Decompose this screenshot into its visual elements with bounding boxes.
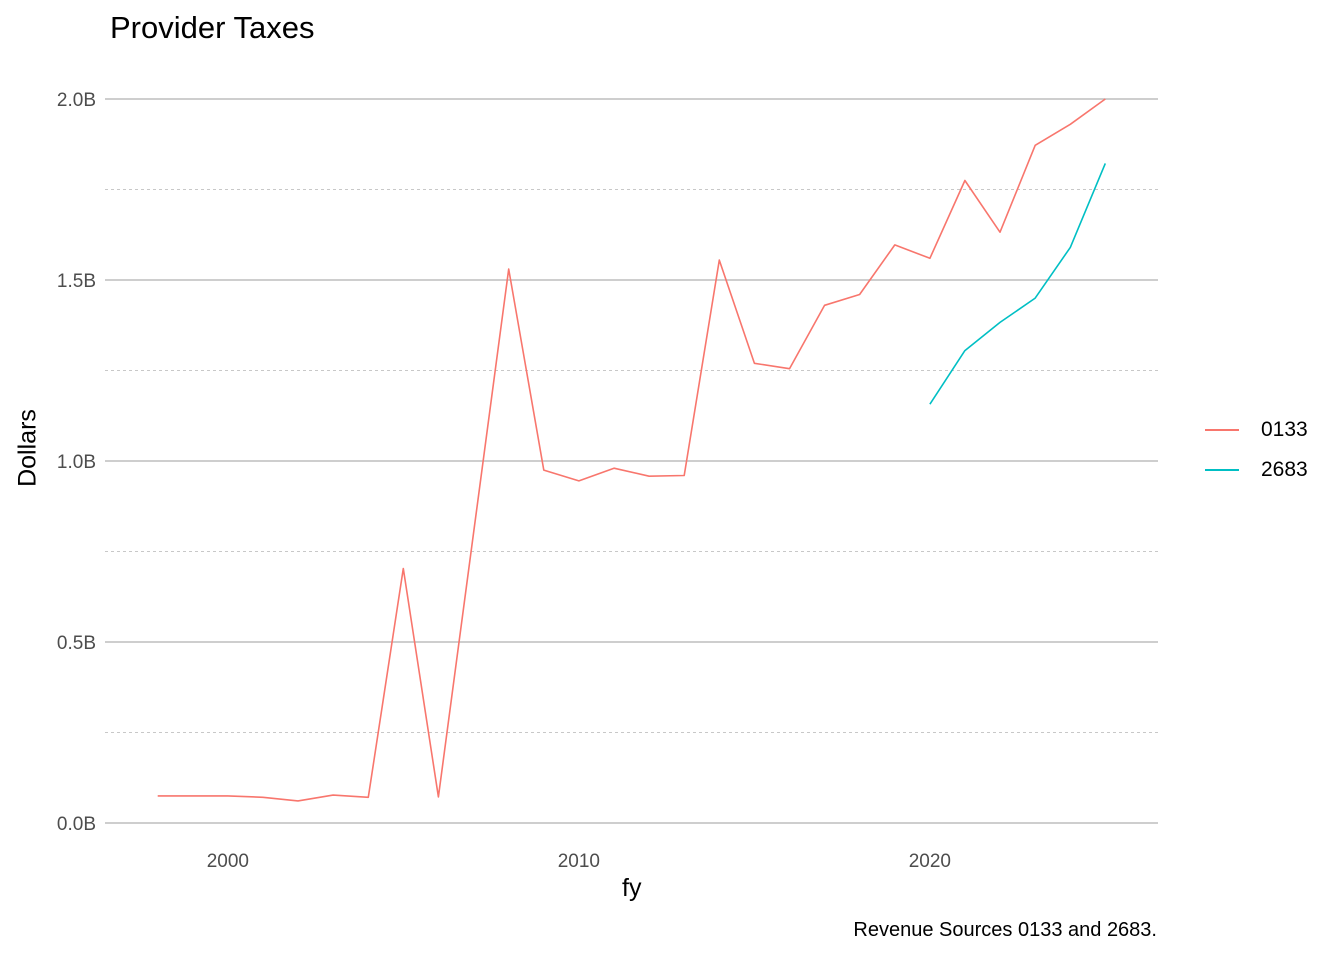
y-tick-label: 1.0B <box>57 452 96 473</box>
x-axis-label: fy <box>622 874 642 902</box>
minor-gridlines <box>105 189 1158 733</box>
y-axis-ticks: 0.0B 0.5B 1.0B 1.5B 2.0B <box>57 90 96 835</box>
x-tick-label: 2010 <box>558 851 600 872</box>
legend-key-2683 <box>1205 469 1239 471</box>
series-lines <box>157 98 1107 802</box>
legend-item-0133: 0133 <box>1205 410 1308 450</box>
chart-title: Provider Taxes <box>110 10 315 45</box>
major-gridlines <box>105 98 1158 824</box>
y-axis-label: Dollars <box>13 409 42 487</box>
legend-label-2683: 2683 <box>1261 458 1308 481</box>
x-axis-ticks: 2000 2010 2020 <box>207 851 951 872</box>
legend-label-0133: 0133 <box>1261 418 1308 441</box>
x-tick-label: 2000 <box>207 851 249 872</box>
series-line-0133 <box>157 98 1106 802</box>
legend-key-0133 <box>1205 429 1239 431</box>
legend: 0133 2683 <box>1205 410 1308 490</box>
y-tick-label: 1.5B <box>57 271 96 292</box>
series-line-2683 <box>929 163 1107 405</box>
x-tick-label: 2020 <box>909 851 951 872</box>
chart-caption: Revenue Sources 0133 and 2683. <box>853 919 1157 941</box>
y-tick-label: 0.5B <box>57 633 96 654</box>
legend-item-2683: 2683 <box>1205 450 1308 490</box>
y-tick-label: 2.0B <box>57 90 96 111</box>
y-tick-label: 0.0B <box>57 814 96 835</box>
